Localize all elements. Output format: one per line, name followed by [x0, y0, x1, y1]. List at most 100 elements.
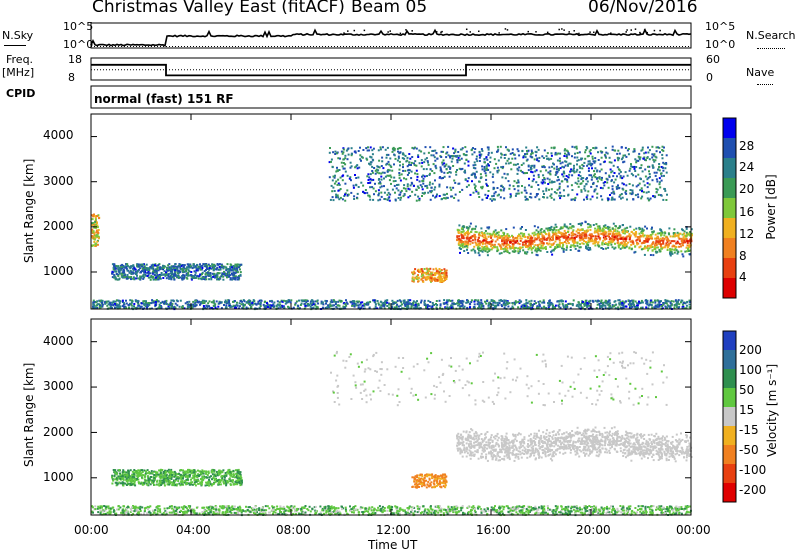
noise-dot — [610, 32, 612, 34]
power-colorbar-segment — [723, 118, 736, 139]
power-frame — [90, 113, 692, 310]
velocity-colorbar-segment — [723, 464, 736, 484]
noise-dot — [578, 32, 580, 35]
vel-ytick-3000: 3000 — [43, 379, 74, 393]
vel-cb-tick-50: 50 — [739, 383, 755, 397]
noise-dot — [639, 32, 642, 35]
power-colorbar-segment — [723, 158, 736, 179]
power-colorbar-segment — [723, 178, 736, 199]
power-colorbar-segment — [723, 258, 736, 279]
noise-dot — [363, 29, 366, 32]
vel-cb-tick-m100: -100 — [739, 463, 767, 477]
power-cb-tick-24: 24 — [739, 160, 755, 174]
noise-dot — [593, 31, 595, 34]
power-colorbar-segment — [723, 138, 736, 159]
xtick-3: 12:00 — [376, 523, 411, 537]
power-colorbar-segment — [723, 218, 736, 239]
vel-cb-tick-m50: -50 — [739, 443, 759, 457]
power-ytick-2000: 2000 — [43, 219, 74, 233]
noise-dot — [561, 28, 563, 30]
vel-ytick-4000: 4000 — [43, 334, 74, 348]
velocity-colorbar-segment — [723, 426, 736, 446]
xtick-2: 08:00 — [276, 523, 311, 537]
freq-label: Freq. — [6, 53, 34, 66]
nave-line — [757, 84, 773, 85]
noise-dot — [568, 31, 570, 33]
vel-cb-tick-m15: -15 — [739, 423, 759, 437]
velocity-colorbar-segment — [723, 350, 736, 370]
noise-dot — [389, 30, 391, 32]
noise-dot — [504, 28, 507, 30]
velocity-colorbar-segment — [723, 331, 736, 351]
noise-dot — [573, 30, 575, 32]
noise-dot — [558, 28, 560, 31]
beam-title: Beam 05 — [351, 0, 428, 17]
velocity-colorbar-segment — [723, 388, 736, 408]
noise-dot — [643, 29, 646, 31]
noise-dot — [659, 29, 661, 32]
power-colorbar-segment — [723, 238, 736, 259]
noise-dot — [625, 31, 627, 33]
power-cb-tick-20: 20 — [739, 182, 755, 196]
nave-label: Nave — [746, 66, 775, 79]
vel-ytick-2000: 2000 — [43, 425, 74, 439]
power-cb-tick-4: 4 — [739, 270, 747, 284]
noise-dot — [563, 29, 565, 31]
nave-right-tick-top: 60 — [706, 53, 720, 66]
noise-dot — [630, 29, 632, 31]
noise-right-tick-top: 10^5 — [705, 20, 736, 33]
power-cb-tick-28: 28 — [739, 139, 755, 153]
station-title: Christmas Valley East (fitACF) — [92, 0, 345, 17]
power-cb-tick-16: 16 — [739, 205, 755, 219]
power-colorbar-segment — [723, 198, 736, 219]
nsearch-line — [757, 48, 785, 49]
noise-dot — [527, 30, 530, 33]
vel-cb-tick-m200: -200 — [739, 483, 767, 497]
noise-left-tick-top: 10^5 — [63, 20, 94, 33]
noise-frame — [90, 22, 692, 49]
velocity-colorbar-segment — [723, 445, 736, 465]
nsky-line — [4, 45, 26, 46]
power-colorbar-segment — [723, 278, 736, 299]
velocity-heatmap — [91, 350, 693, 517]
power-ytick-3000: 3000 — [43, 174, 74, 188]
noise-dot — [441, 30, 443, 33]
noise-dot — [535, 31, 537, 33]
xaxis-label: Time UT — [368, 538, 418, 552]
cpid-label: CPID — [6, 87, 36, 100]
power-colorbar-frame — [722, 117, 737, 299]
power-ytick-1000: 1000 — [43, 264, 74, 278]
xtick-0: 00:00 — [74, 523, 109, 537]
noise-dot — [405, 29, 407, 31]
xtick-6: 00:00 — [676, 523, 711, 537]
freq-left-tick-top: 18 — [68, 53, 82, 66]
noise-dot — [634, 28, 637, 30]
vel-cb-tick-15: 15 — [739, 403, 755, 417]
freq-series — [91, 63, 691, 77]
noise-dot — [646, 31, 648, 34]
noise-dot — [465, 28, 468, 31]
nsearch-label: N.Search — [746, 29, 796, 42]
noise-dot — [498, 32, 500, 34]
power-ytick-4000: 4000 — [43, 128, 74, 142]
noise-dot — [469, 31, 471, 33]
noise-dot — [506, 29, 509, 31]
noise-dot — [387, 31, 389, 33]
noise-right-tick-bottom: 10^0 — [705, 38, 736, 51]
nave-right-tick-bottom: 0 — [706, 71, 713, 84]
velocity-colorbar-segment — [723, 483, 736, 503]
velocity-colorbar-segment — [723, 369, 736, 389]
vel-cb-tick-100: 100 — [739, 363, 762, 377]
freq-left-tick-bottom: 8 — [68, 71, 75, 84]
vel-cb-tick-200: 200 — [739, 343, 762, 357]
velocity-colorbar-frame — [722, 330, 737, 503]
cpid-frame — [90, 85, 692, 109]
power-heatmap — [91, 145, 693, 311]
noise-dot — [626, 29, 628, 31]
noise-dot — [440, 31, 442, 34]
noise-dot — [399, 32, 402, 35]
vel-ytick-1000: 1000 — [43, 470, 74, 484]
noise-dot — [653, 29, 656, 32]
velocity-colorbar-segment — [723, 407, 736, 427]
